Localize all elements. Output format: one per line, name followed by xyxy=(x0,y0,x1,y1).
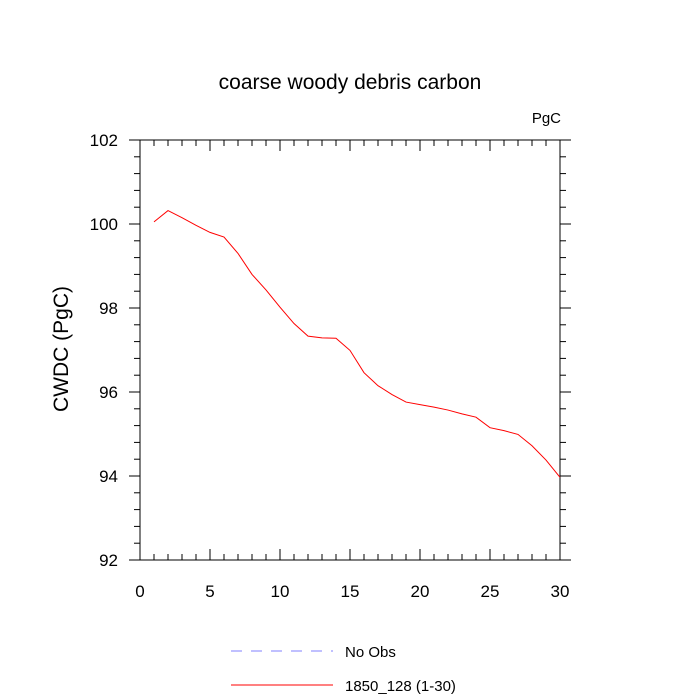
legend-label-0: No Obs xyxy=(345,644,396,661)
units-label: PgC xyxy=(532,110,561,127)
y-tick-label: 98 xyxy=(99,299,118,318)
y-tick-label: 94 xyxy=(99,467,118,486)
y-tick-label: 102 xyxy=(90,131,118,150)
x-tick-label: 10 xyxy=(271,582,290,601)
axis-ticks xyxy=(129,139,571,561)
y-axis-label: CWDC (PgC) xyxy=(50,286,73,412)
series-layer xyxy=(153,209,561,478)
legend-label-1: 1850_128 (1-30) xyxy=(345,678,456,695)
x-tick-label: 25 xyxy=(481,582,500,601)
y-tick-label: 92 xyxy=(99,551,118,570)
x-tick-label: 30 xyxy=(551,582,570,601)
series-line-1 xyxy=(153,209,561,478)
y-tick-label: 96 xyxy=(99,383,118,402)
x-tick-label: 5 xyxy=(205,582,214,601)
x-tick-label: 15 xyxy=(341,582,360,601)
x-tick-label: 0 xyxy=(135,582,144,601)
legend: No Obs 1850_128 (1-30) xyxy=(231,644,456,695)
x-tick-label: 20 xyxy=(411,582,430,601)
y-tick-label: 100 xyxy=(90,215,118,234)
tick-labels: 0 5 10 15 20 25 30 92 94 96 98 100 102 xyxy=(90,131,570,601)
chart-title: coarse woody debris carbon xyxy=(219,71,482,94)
